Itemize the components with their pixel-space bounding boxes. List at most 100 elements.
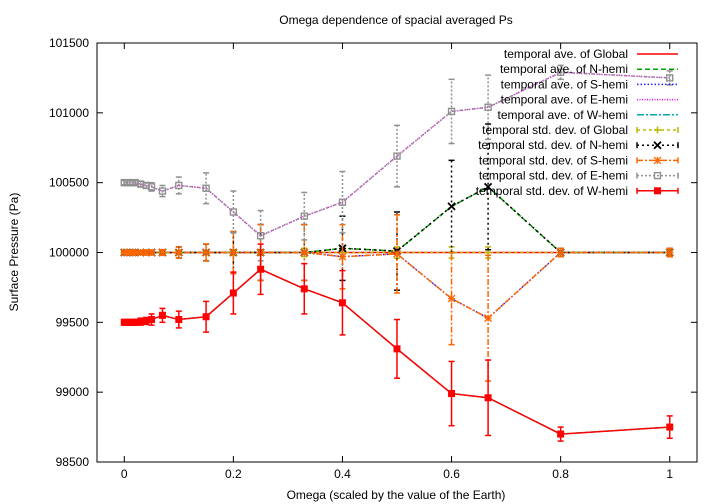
y-tick-label: 99000	[56, 385, 90, 399]
error-bar	[448, 78, 455, 145]
data-point	[202, 184, 210, 192]
x-ticks: 0 0.2 0.4 0.6 0.8 1	[121, 43, 673, 481]
data-point	[338, 198, 347, 206]
data-point	[131, 248, 140, 257]
data-point	[338, 299, 346, 307]
error-bar	[159, 184, 166, 198]
legend-label: temporal std. dev. of Global	[482, 123, 628, 137]
error-bar	[301, 191, 308, 241]
data-point	[142, 248, 151, 257]
data-point	[300, 248, 309, 257]
legend-item: temporal std. dev. of W-hemi	[476, 184, 679, 198]
error-bar	[485, 123, 492, 251]
data-point	[158, 187, 167, 195]
data-point-shape	[131, 248, 140, 257]
y-tick-label: 100000	[49, 246, 89, 260]
data-point	[229, 289, 237, 297]
data-point-shape	[393, 249, 401, 258]
legend-item: temporal std. dev. of N-hemi	[478, 138, 679, 152]
x-axis-label: Omega (scaled by the value of the Earth)	[287, 488, 506, 502]
data-point	[447, 294, 456, 303]
legend-marker	[653, 156, 662, 165]
data-point	[147, 183, 156, 191]
y-tick-label: 98500	[56, 455, 90, 469]
legend-label: temporal std. dev. of E-hemi	[479, 169, 628, 183]
legend-marker	[654, 126, 661, 134]
legend-label: temporal ave. of S-hemi	[501, 77, 628, 91]
legend-label: temporal ave. of E-hemi	[501, 93, 628, 107]
data-point-shape	[483, 182, 493, 191]
plot-area	[120, 64, 674, 442]
data-point	[136, 248, 145, 257]
data-point	[483, 182, 493, 191]
error-bar	[394, 124, 400, 188]
data-point	[256, 232, 265, 240]
x-tick-label: 0	[121, 467, 128, 481]
series-line	[124, 185, 670, 254]
data-point-shape	[174, 248, 183, 257]
legend-marker	[654, 187, 661, 195]
data-point	[393, 249, 401, 258]
data-point	[229, 208, 238, 216]
error-bar	[203, 172, 210, 205]
legend-marker	[653, 141, 662, 150]
data-point	[666, 423, 674, 431]
error-bar	[557, 64, 564, 81]
legend-label: temporal std. dev. of N-hemi	[478, 138, 628, 152]
legend-item: temporal ave. of W-hemi	[498, 108, 678, 122]
error-bar	[448, 251, 455, 346]
legend-marker-shape	[653, 156, 662, 165]
legend-label: temporal ave. of N-hemi	[500, 62, 628, 76]
data-point-shape	[202, 248, 211, 257]
data-point	[148, 316, 156, 324]
data-point	[174, 248, 183, 257]
chart-title: Omega dependence of spacial averaged Ps	[279, 13, 513, 27]
data-point-shape	[556, 248, 565, 257]
y-tick-label: 101000	[49, 106, 89, 120]
legend-item: temporal std. dev. of S-hemi	[479, 153, 679, 167]
legend-marker	[653, 171, 662, 180]
data-point	[158, 311, 166, 319]
legend-item: temporal ave. of N-hemi	[500, 62, 678, 76]
y-ticks: 98500 99000 99500 100000 100500 101000 101500	[49, 36, 697, 469]
data-point	[447, 202, 456, 211]
legend-marker-shape	[653, 141, 662, 150]
data-point	[484, 394, 492, 402]
data-point-shape	[136, 248, 145, 257]
series-line	[124, 71, 670, 237]
data-point	[447, 107, 456, 116]
data-point-shape	[665, 248, 674, 257]
data-point	[448, 390, 456, 398]
data-point-shape	[142, 248, 151, 257]
y-tick-label: 99500	[56, 315, 90, 329]
data-point-shape	[484, 314, 493, 323]
data-point-shape	[447, 202, 456, 211]
data-point	[257, 265, 265, 273]
data-point	[300, 285, 308, 293]
data-point	[556, 68, 565, 77]
data-point	[202, 313, 210, 321]
data-point	[666, 74, 674, 82]
y-tick-label: 100500	[49, 176, 89, 190]
data-point-shape	[300, 248, 309, 257]
data-point	[665, 248, 674, 257]
data-point	[557, 430, 565, 438]
error-bar	[666, 70, 673, 86]
error-bar	[339, 170, 346, 234]
legend-item: temporal ave. of S-hemi	[501, 77, 678, 91]
legend-item: temporal std. dev. of Global	[482, 123, 679, 137]
legend-item: temporal ave. of Global	[504, 47, 678, 61]
x-tick-label: 0.2	[225, 467, 242, 481]
legend-item: temporal std. dev. of E-hemi	[479, 169, 679, 183]
x-tick-label: 0.8	[552, 467, 569, 481]
legend-label: temporal std. dev. of S-hemi	[479, 153, 628, 167]
y-axis-label: Surface Pressure (Pa)	[7, 193, 21, 312]
x-tick-label: 0.6	[443, 467, 460, 481]
error-bar	[175, 176, 182, 195]
error-bar	[485, 74, 492, 141]
legend-label: temporal ave. of Global	[504, 47, 628, 61]
data-point	[158, 248, 167, 257]
data-point	[175, 316, 183, 324]
